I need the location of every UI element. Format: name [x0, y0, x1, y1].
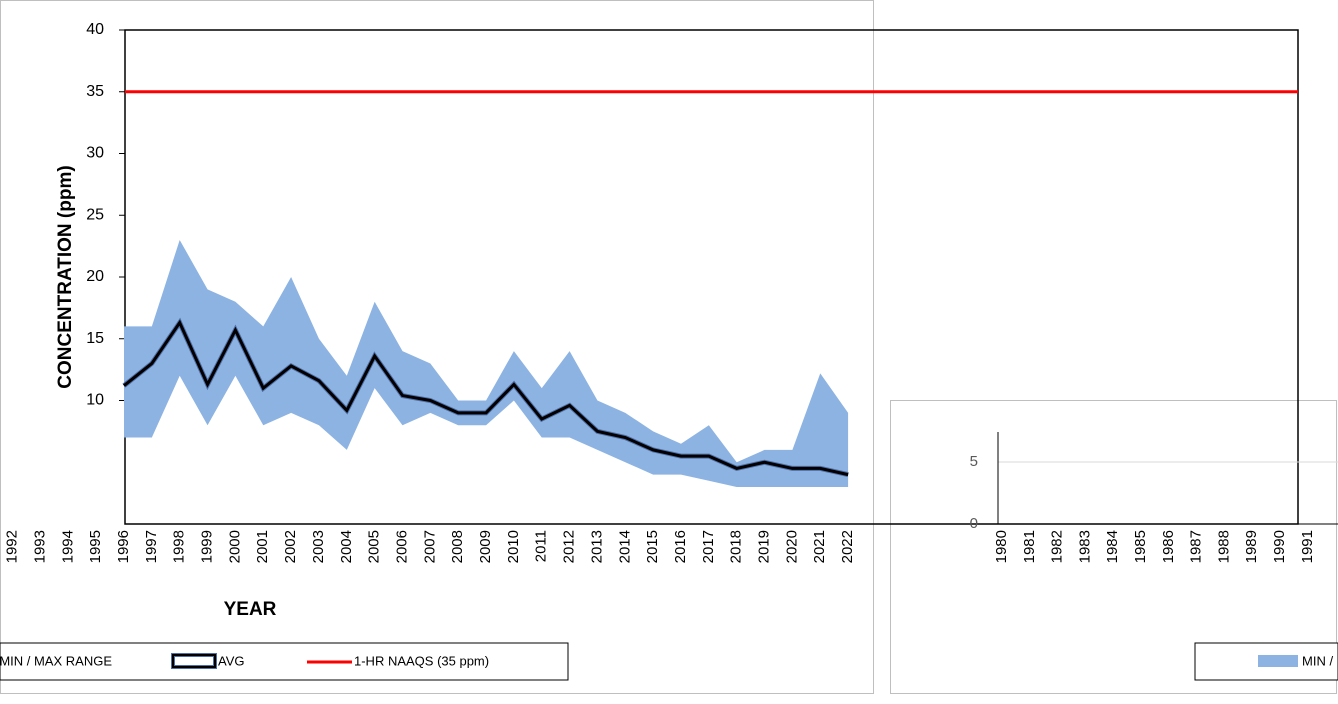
y-axis-title: CONCENTRATION (ppm)	[55, 165, 76, 388]
x-tick-label: 2016	[672, 530, 689, 563]
x-tick-label: 2022	[839, 530, 856, 563]
legend-swatch	[172, 654, 216, 668]
x-tick-label: 2009	[477, 530, 494, 563]
x-tick-label: 2017	[700, 530, 717, 563]
x-tick-label: 2000	[226, 530, 243, 563]
x-tick-label: 1986	[1160, 530, 1177, 563]
x-tick-label: 1985	[1132, 530, 1149, 563]
y-tick-label: 35	[86, 83, 104, 100]
y-tick-label: 0	[970, 515, 978, 532]
y-tick-label: 10	[86, 392, 104, 409]
y-tick-label: 15	[86, 330, 104, 347]
x-tick-label: 2020	[783, 530, 800, 563]
x-tick-label: 1990	[1271, 530, 1288, 563]
x-tick-label: 1995	[87, 530, 104, 563]
x-tick-label: 1980	[993, 530, 1010, 563]
x-tick-label: 2002	[282, 530, 299, 563]
x-tick-label: 1992	[4, 530, 21, 563]
legend-label: 1-HR NAAQS (35 ppm)	[354, 653, 489, 668]
legend-label: MIN / MAX RANGE	[1302, 653, 1338, 668]
y-tick-label: 25	[86, 206, 104, 223]
x-tick-label: 1991	[1299, 530, 1316, 563]
x-tick-label: 2001	[254, 530, 271, 563]
x-tick-label: 1981	[1021, 530, 1038, 563]
x-tick-label: 2011	[533, 530, 550, 562]
y-tick-label: 20	[86, 268, 104, 285]
x-tick-label: 1998	[171, 530, 188, 563]
x-tick-label: 2008	[449, 530, 466, 563]
x-tick-label: 2019	[756, 530, 773, 563]
legend-swatch	[1258, 655, 1298, 667]
x-tick-label: 1988	[1215, 530, 1232, 563]
x-tick-label: 1983	[1076, 530, 1093, 563]
x-tick-label: 1999	[199, 530, 216, 563]
x-tick-label: 2021	[811, 530, 828, 563]
y-tick-label: 5	[970, 453, 978, 470]
x-tick-label: 2007	[421, 530, 438, 563]
x-tick-label: 2013	[588, 530, 605, 563]
x-tick-label: 2015	[644, 530, 661, 563]
y-tick-label: 30	[86, 145, 104, 162]
panel-frame	[0, 0, 874, 694]
x-tick-label: 1994	[59, 530, 76, 563]
legend-label: MIN / MAX RANGE	[0, 653, 112, 668]
x-tick-label: 1996	[115, 530, 132, 563]
avg-line	[123, 319, 849, 477]
y-tick-label: 40	[86, 21, 104, 38]
x-tick-label: 2003	[310, 530, 327, 563]
x-tick-label: 1997	[143, 530, 160, 563]
x-tick-label: 2005	[366, 530, 383, 563]
legend-label: AVG	[218, 653, 245, 668]
x-tick-label: 2006	[393, 530, 410, 563]
x-tick-label: 2012	[561, 530, 578, 563]
x-tick-label: 2004	[338, 530, 355, 563]
x-tick-label: 1993	[31, 530, 48, 563]
range-area	[124, 239, 849, 487]
x-tick-label: 1987	[1188, 530, 1205, 563]
x-tick-label: 1982	[1049, 530, 1066, 563]
x-tick-label: 2010	[505, 530, 522, 563]
x-tick-label: 1989	[1243, 530, 1260, 563]
legend-swatch	[171, 653, 217, 669]
legend-box	[0, 642, 569, 681]
panel-frame	[890, 400, 1337, 694]
x-axis-title: YEAR	[224, 599, 277, 620]
x-tick-label: 2014	[616, 530, 633, 563]
x-tick-label: 1984	[1104, 530, 1121, 563]
x-tick-label: 2018	[728, 530, 745, 563]
